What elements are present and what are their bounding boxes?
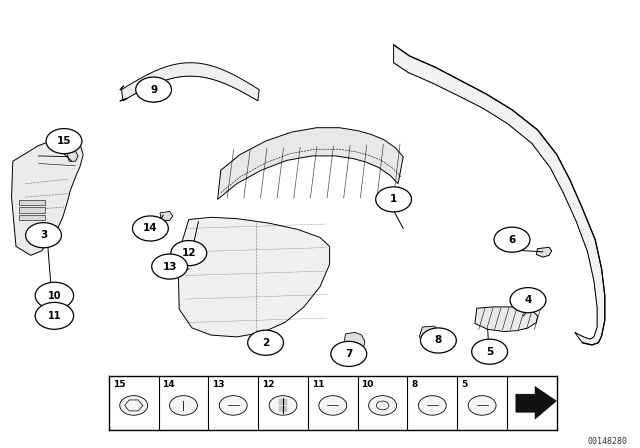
Circle shape — [26, 223, 61, 248]
Circle shape — [46, 129, 82, 154]
Text: 14: 14 — [163, 380, 175, 389]
Text: 15: 15 — [57, 136, 71, 146]
Circle shape — [472, 339, 508, 364]
Text: 11: 11 — [312, 380, 324, 389]
Text: 5: 5 — [486, 347, 493, 357]
Circle shape — [171, 241, 207, 266]
Text: 11: 11 — [47, 311, 61, 321]
Polygon shape — [12, 137, 83, 255]
Text: 00148280: 00148280 — [588, 437, 627, 446]
Text: 8: 8 — [435, 336, 442, 345]
Text: 10: 10 — [362, 380, 374, 389]
Text: 14: 14 — [143, 224, 157, 233]
Circle shape — [220, 396, 247, 415]
Circle shape — [248, 330, 284, 355]
Polygon shape — [122, 63, 259, 101]
Polygon shape — [67, 151, 78, 161]
Circle shape — [269, 396, 297, 415]
Polygon shape — [394, 45, 605, 345]
Circle shape — [331, 341, 367, 366]
Circle shape — [420, 328, 456, 353]
Text: 1: 1 — [390, 194, 397, 204]
Bar — [19, 207, 45, 213]
Text: 13: 13 — [212, 380, 225, 389]
Circle shape — [494, 227, 530, 252]
Circle shape — [319, 396, 347, 415]
Circle shape — [132, 216, 168, 241]
Text: 3: 3 — [40, 230, 47, 240]
Text: 12: 12 — [262, 380, 275, 389]
Text: 5: 5 — [461, 380, 467, 389]
Text: 12: 12 — [182, 248, 196, 258]
Bar — [19, 215, 45, 220]
Polygon shape — [516, 387, 556, 419]
Text: 4: 4 — [524, 295, 532, 305]
Circle shape — [152, 254, 188, 279]
Text: 10: 10 — [47, 291, 61, 301]
Circle shape — [468, 396, 496, 415]
Text: 15: 15 — [113, 380, 125, 389]
Circle shape — [35, 302, 74, 329]
Polygon shape — [178, 217, 330, 337]
Circle shape — [419, 396, 446, 415]
Circle shape — [510, 288, 546, 313]
Circle shape — [35, 282, 74, 309]
Polygon shape — [344, 332, 365, 352]
Polygon shape — [218, 128, 403, 199]
Text: 8: 8 — [412, 380, 417, 389]
Circle shape — [376, 187, 412, 212]
Circle shape — [170, 396, 197, 415]
Polygon shape — [419, 326, 440, 342]
Polygon shape — [475, 307, 538, 332]
Text: 7: 7 — [345, 349, 353, 359]
Circle shape — [369, 396, 397, 415]
Polygon shape — [536, 247, 552, 257]
Text: 2: 2 — [262, 338, 269, 348]
Circle shape — [120, 396, 148, 415]
Polygon shape — [160, 211, 173, 220]
Circle shape — [136, 77, 172, 102]
Text: 13: 13 — [163, 262, 177, 271]
Bar — [19, 200, 45, 205]
Text: 9: 9 — [150, 85, 157, 95]
Text: 6: 6 — [508, 235, 516, 245]
